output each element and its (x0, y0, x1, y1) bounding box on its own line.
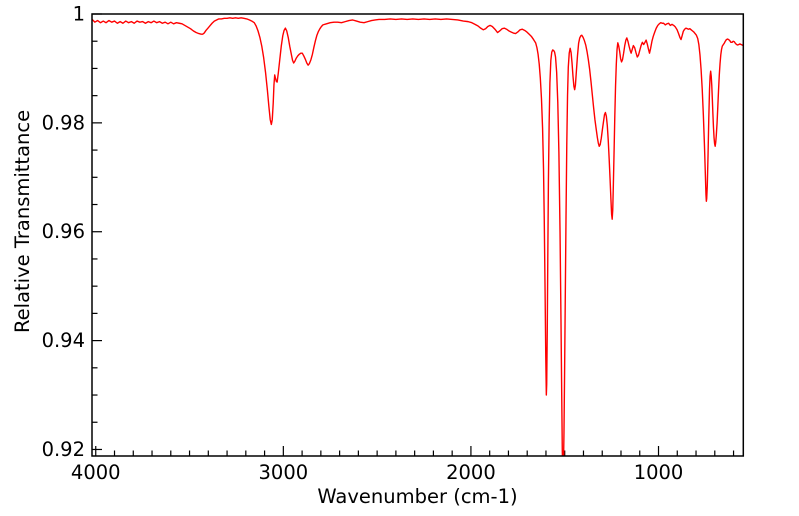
y-tick-label: 1 (73, 3, 85, 26)
x-tick-labels: 4000 3000 2000 1000 (71, 461, 683, 484)
x-tick-label: 3000 (259, 461, 309, 484)
x-tick-label: 2000 (446, 461, 496, 484)
x-tick-label: 4000 (71, 461, 121, 484)
y-ticks (92, 13, 102, 451)
x-ticks (95, 446, 735, 456)
y-axis-title: Relative Transmittance (11, 109, 34, 333)
plot-border (91, 13, 745, 457)
y-tick-label: 0.98 (42, 111, 85, 134)
y-tick-label: 0.96 (42, 220, 85, 243)
y-tick-label: 0.94 (42, 329, 85, 352)
x-tick-label: 1000 (634, 461, 684, 484)
x-axis-title: Wavenumber (cm-1) (317, 485, 518, 508)
y-tick-labels: 1 0.98 0.96 0.94 0.92 (42, 3, 85, 461)
spectrum-line (92, 17, 744, 456)
y-tick-label: 0.92 (42, 438, 85, 461)
